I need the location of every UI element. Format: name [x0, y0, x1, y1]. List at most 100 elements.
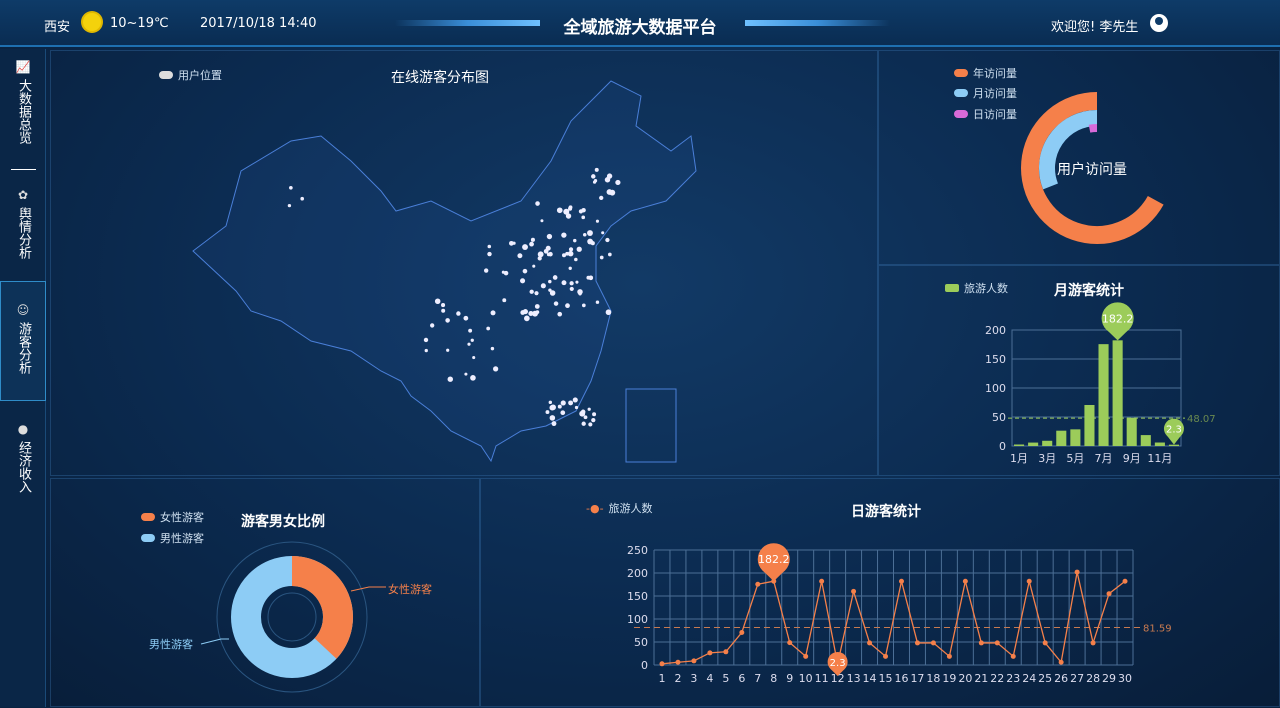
monthly-legend[interactable]: 旅游人数	[945, 280, 1008, 296]
user-icon[interactable]	[1150, 14, 1168, 32]
user-location-dot	[445, 318, 450, 323]
x-tick-label: 11月	[1147, 452, 1172, 465]
data-point	[962, 578, 968, 584]
user-location-dot	[490, 310, 496, 316]
sidebar-item-label: 经济收入	[16, 441, 31, 493]
user-location-dot	[509, 240, 514, 246]
sidebar-item-tourist[interactable]: ☺ 游客分析	[0, 281, 46, 401]
sidebar-item-sentiment[interactable]: ✿ 舆情分析	[0, 187, 46, 264]
series-line	[661, 571, 1126, 665]
user-location-dot	[557, 311, 563, 317]
x-tick-label: 8	[770, 672, 777, 685]
user-location-dot	[581, 207, 586, 213]
user-location-dot	[587, 407, 591, 411]
user-location-dot	[546, 252, 551, 257]
data-point	[707, 650, 713, 656]
user-location-dot	[549, 290, 556, 296]
data-point	[1042, 640, 1048, 646]
data-point	[1090, 640, 1096, 646]
user-location-dot	[532, 310, 538, 317]
user-location-dot	[502, 298, 507, 303]
data-point	[1074, 569, 1080, 575]
x-tick-label: 16	[894, 672, 908, 685]
user-location-dot	[456, 311, 461, 316]
marker-pin	[1101, 302, 1134, 335]
user-location-dot	[606, 189, 613, 195]
user-location-dot	[565, 251, 569, 256]
user-location-dot	[529, 241, 534, 247]
legend-day[interactable]: 日访问量	[954, 106, 1017, 122]
user-location-dot	[501, 270, 505, 274]
china-map	[192, 80, 697, 463]
user-location-dot	[490, 346, 495, 351]
x-tick-label: 28	[1086, 672, 1100, 685]
x-tick-label: 5月	[1066, 452, 1084, 465]
temperature: 10~19℃	[110, 16, 169, 31]
city: 西安	[44, 20, 71, 35]
x-tick-label: 2	[674, 672, 681, 685]
user-location-dot	[581, 303, 586, 308]
user-location-dot	[565, 303, 570, 309]
y-tick-label: 200	[627, 567, 648, 580]
data-point	[1010, 653, 1016, 659]
legend-month[interactable]: 月访问量	[954, 85, 1017, 101]
legend-label: 旅游人数	[608, 502, 653, 515]
bar	[1140, 435, 1151, 446]
header-decoration-left	[395, 20, 540, 26]
female-label: 女性游客	[388, 583, 432, 596]
daily-legend[interactable]: -●- 旅游人数	[586, 500, 653, 516]
data-point	[739, 629, 745, 635]
bar	[1056, 430, 1067, 446]
data-point	[755, 581, 761, 587]
user-location-dot	[546, 233, 553, 240]
daily-panel: -●- 旅游人数 日游客统计 0 50 100 150 200 250 1 2 3 4 5 6 7 8 9 10…	[480, 478, 1280, 707]
divider	[11, 169, 36, 170]
user-location-dot	[287, 203, 292, 208]
user-location-dot	[560, 400, 566, 406]
marker-pin	[1163, 418, 1184, 439]
user-location-dot	[430, 323, 435, 328]
bar	[1084, 404, 1095, 446]
sidebar-item-overview[interactable]: 📈 大数据总览	[0, 59, 46, 149]
x-tick-label: 30	[1118, 672, 1132, 685]
user-location-dot	[561, 232, 567, 238]
legend-male[interactable]: 男性游客	[141, 530, 204, 546]
legend-year[interactable]: 年访问量	[954, 65, 1017, 81]
y-tick-label: 150	[985, 353, 1006, 366]
user-location-dot	[587, 230, 593, 236]
bar	[1168, 444, 1179, 446]
user-location-dot	[556, 207, 563, 214]
user-location-dot	[560, 410, 566, 416]
data-point	[1122, 578, 1128, 584]
x-tick-label: 17	[910, 672, 924, 685]
user-location-dot	[552, 275, 558, 280]
legend-swatch	[141, 513, 155, 521]
user-location-dot	[424, 348, 428, 353]
female-slice	[291, 556, 353, 659]
user-location-dot	[605, 237, 610, 243]
map-legend[interactable]: 用户位置	[159, 67, 222, 83]
legend-label: 日访问量	[973, 108, 1017, 121]
x-tick-label: 14	[863, 672, 877, 685]
user-location-dot	[568, 400, 574, 406]
user-location-dot	[545, 410, 550, 415]
user-location-dot	[590, 241, 595, 246]
legend-swatch	[954, 69, 968, 77]
map-title: 在线游客分布图	[391, 70, 489, 86]
user-location-dot	[553, 301, 559, 306]
legend-label: 女性游客	[160, 511, 204, 524]
user-location-dot	[532, 264, 536, 268]
user-location-dot	[540, 219, 544, 223]
x-tick-label: 22	[990, 672, 1004, 685]
user-location-dot	[568, 205, 573, 210]
user-location-dot	[567, 250, 574, 257]
sidebar-item-economy[interactable]: ● 经济收入	[0, 421, 46, 498]
user-location-dot	[568, 247, 574, 252]
daily-title: 日游客统计	[851, 504, 921, 520]
face-icon: ☺	[16, 303, 30, 317]
legend-line-icon: -●-	[586, 501, 604, 515]
legend-female[interactable]: 女性游客	[141, 509, 204, 525]
x-tick-label: 19	[942, 672, 956, 685]
legend-swatch	[945, 284, 959, 292]
legend-swatch	[141, 534, 155, 542]
